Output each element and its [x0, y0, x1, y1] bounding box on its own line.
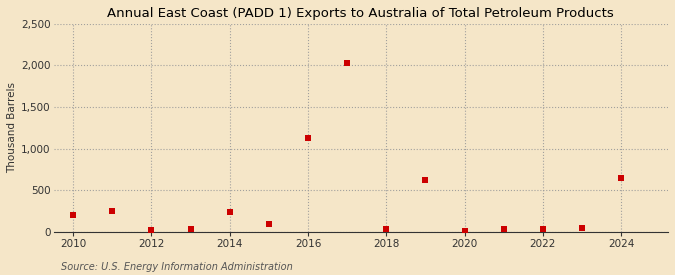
Point [342, 61, 352, 65]
Point [263, 221, 274, 226]
Point [420, 177, 431, 182]
Point [498, 226, 509, 231]
Point [381, 227, 392, 232]
Point [537, 226, 548, 231]
Point [107, 209, 117, 213]
Point [68, 213, 78, 218]
Point [459, 229, 470, 233]
Y-axis label: Thousand Barrels: Thousand Barrels [7, 82, 17, 173]
Point [576, 226, 587, 230]
Point [224, 210, 235, 214]
Point [302, 136, 313, 140]
Point [185, 227, 196, 232]
Point [146, 228, 157, 232]
Point [616, 176, 626, 180]
Title: Annual East Coast (PADD 1) Exports to Australia of Total Petroleum Products: Annual East Coast (PADD 1) Exports to Au… [107, 7, 614, 20]
Text: Source: U.S. Energy Information Administration: Source: U.S. Energy Information Administ… [61, 262, 292, 272]
